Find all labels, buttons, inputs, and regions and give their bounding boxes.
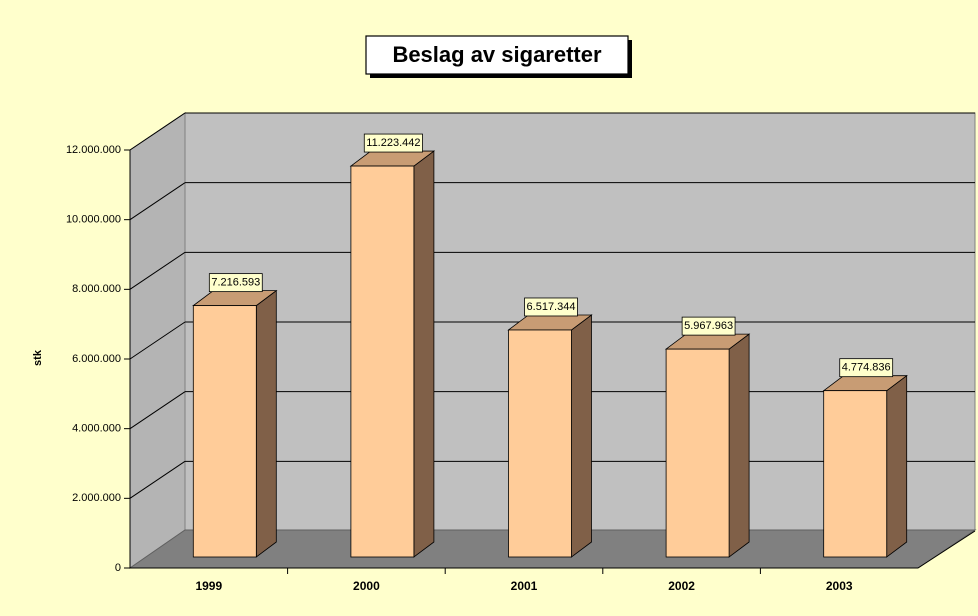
bar-side bbox=[886, 374, 908, 558]
x-tick-label: 2002 bbox=[668, 579, 695, 593]
grid-line-side bbox=[129, 391, 186, 430]
value-label-box bbox=[524, 297, 578, 317]
grid-line-side bbox=[129, 182, 186, 221]
grid-line-side bbox=[129, 251, 186, 290]
value-label-box bbox=[839, 358, 894, 378]
bar-group bbox=[664, 333, 751, 558]
title-box: Beslag av sigaretter bbox=[365, 35, 632, 78]
bar-group bbox=[192, 289, 278, 558]
value-label: 11.223.442 bbox=[366, 137, 420, 149]
grid-line-side bbox=[129, 321, 186, 360]
bar-side bbox=[571, 314, 592, 558]
y-tick-label: 4.000.000 bbox=[72, 423, 121, 435]
x-tick-label: 1999 bbox=[195, 579, 222, 593]
bar-group bbox=[822, 374, 908, 558]
y-tick-label: 12.000.000 bbox=[66, 144, 121, 156]
x-axis-depth bbox=[917, 530, 976, 569]
bar bbox=[192, 305, 257, 558]
value-label: 7.216.593 bbox=[211, 277, 260, 289]
value-label-box bbox=[208, 273, 263, 293]
bar-side bbox=[413, 150, 435, 558]
value-label: 6.517.344 bbox=[527, 301, 576, 313]
bar bbox=[508, 329, 572, 558]
y-axis-label: stk bbox=[32, 349, 44, 366]
bar-side bbox=[728, 333, 750, 558]
value-label-box bbox=[363, 133, 423, 153]
chart-title: Beslag av sigaretter bbox=[392, 42, 602, 67]
bar bbox=[665, 348, 730, 558]
y-tick-label: 0 bbox=[115, 562, 121, 574]
value-label: 4.774.836 bbox=[842, 362, 891, 374]
bar bbox=[350, 165, 415, 558]
y-tick-label: 6.000.000 bbox=[72, 353, 121, 365]
y-tick-label: 2.000.000 bbox=[72, 492, 121, 504]
grid-line-side bbox=[129, 112, 186, 151]
y-tick-label: 8.000.000 bbox=[72, 283, 121, 295]
x-tick-label: 2003 bbox=[826, 579, 853, 593]
value-label-box bbox=[681, 316, 736, 336]
x-tick-label: 2001 bbox=[511, 579, 538, 593]
title-frame bbox=[365, 35, 629, 75]
bar-group bbox=[507, 314, 593, 558]
bar bbox=[823, 390, 888, 558]
bar-side bbox=[255, 289, 277, 558]
x-tick-label: 2000 bbox=[353, 579, 380, 593]
y-tick-label: 10.000.000 bbox=[66, 214, 121, 226]
bar-group bbox=[349, 150, 436, 558]
value-label: 5.967.963 bbox=[684, 320, 733, 332]
grid-line-side bbox=[129, 460, 186, 499]
